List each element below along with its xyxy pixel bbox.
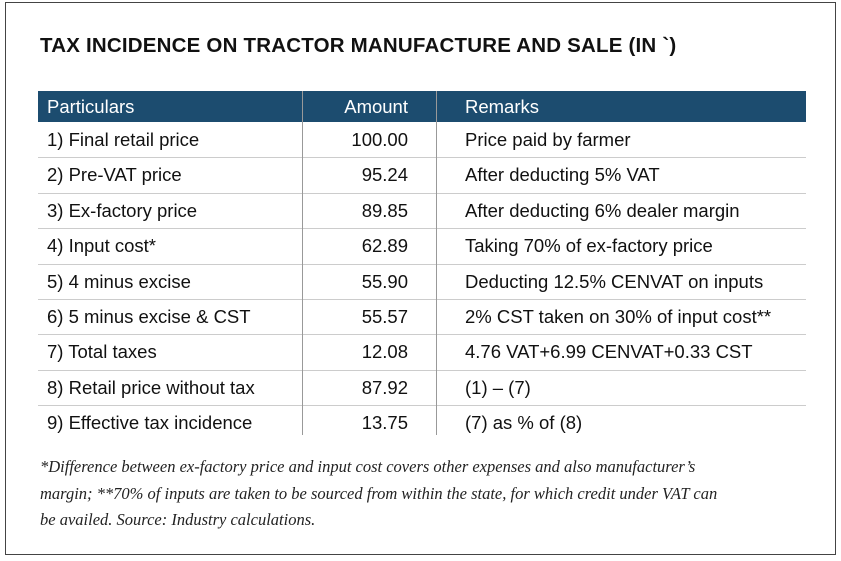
header-cell: Amount [344,96,408,117]
table-cell: 3) Ex-factory price [47,199,198,221]
column-divider [436,91,437,435]
row-divider [38,405,806,407]
table-cell: 2) Pre-VAT price [47,164,182,186]
table-cell: 87.92 [361,376,408,398]
footnote-line: *Difference between ex-factory price and… [40,457,696,476]
table-cell: After deducting 6% dealer margin [465,199,740,221]
row-divider [38,157,806,159]
table-cell: 12.08 [361,341,408,363]
header-cell: Remarks [465,96,540,117]
row-divider [38,334,806,336]
table-cell: 89.85 [361,199,408,221]
table-cell: 9) Effective tax incidence [47,412,253,434]
table-cell: 8) Retail price without tax [47,376,255,398]
row-divider [38,228,806,230]
table-cell: 95.24 [361,164,408,186]
table-cell: 1) Final retail price [47,129,200,150]
table-cell: Taking 70% of ex-factory price [465,235,713,257]
table-cell: Price paid by farmer [465,129,631,150]
table-cell: After deducting 5% VAT [465,164,660,186]
table-cell: 6) 5 minus excise & CST [47,306,251,327]
table-cell: 7) Total taxes [47,341,157,363]
table-cell: 62.89 [361,235,408,257]
table-cell: 4) Input cost* [47,235,157,257]
table-cell: 55.57 [361,306,408,327]
table-cell: 13.75 [361,412,408,434]
footnote-line: margin; **70% of inputs are taken to be … [40,483,718,503]
column-divider [302,91,303,435]
footnote-line: be availed. Source: Industry calculation… [40,510,316,529]
table-cell: 4.76 VAT+6.99 CENVAT+0.33 CST [465,341,753,363]
header-cell: Particulars [47,96,135,117]
row-divider [38,299,806,300]
table-cell: (1) – (7) [465,376,531,398]
table-cell: 100.00 [351,129,408,150]
row-divider [38,369,806,371]
table-cell: 2% CST taken on 30% of input cost** [465,306,772,327]
table-cell: (7) as % of (8) [465,412,583,434]
table-cell: 55.90 [361,270,408,292]
title: TAX INCIDENCE ON TRACTOR MANUFACTURE AND… [40,34,677,57]
table-cell: Deducting 12.5% CENVAT on inputs [465,270,764,292]
table-cell: 5) 4 minus excise [47,270,191,292]
frame [5,2,836,555]
row-divider [38,192,806,194]
header-row [38,91,806,122]
row-divider [38,263,806,265]
